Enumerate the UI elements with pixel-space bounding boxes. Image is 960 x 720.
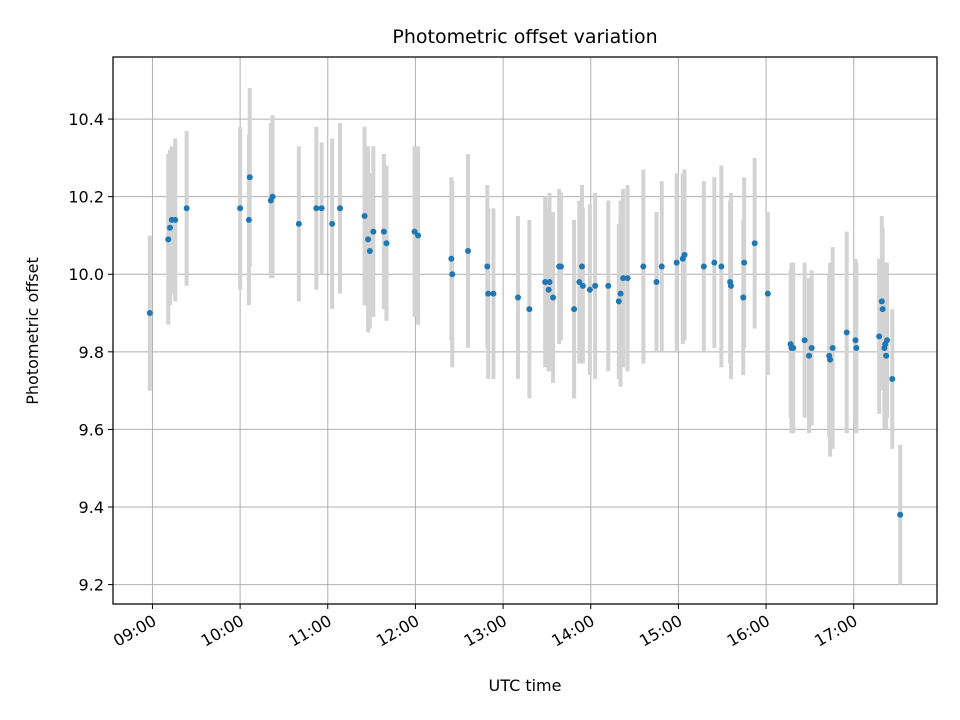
data-point [576,279,583,286]
data-point [876,333,883,340]
data-point [448,255,455,262]
y-tick-label: 9.4 [79,498,104,517]
data-point [592,282,599,289]
data-point [806,352,813,359]
data-point [579,282,586,289]
data-point [586,286,593,293]
data-point [245,216,252,223]
data-point [295,220,302,227]
data-point [741,259,748,266]
data-point [790,344,797,351]
data-point [146,310,153,317]
data-point [485,290,492,297]
y-tick-label: 10.0 [68,265,104,284]
y-tick-label: 10.4 [68,110,104,129]
data-point [640,263,647,270]
data-point [711,259,718,266]
data-point [829,344,836,351]
data-point [808,344,815,351]
data-point [546,279,553,286]
data-point [383,240,390,247]
data-point [883,352,890,359]
data-point [557,263,564,270]
data-point [165,236,172,243]
y-tick-label: 9.2 [79,576,104,595]
data-point [751,240,758,247]
data-point [801,337,808,344]
y-tick-label: 9.6 [79,420,104,439]
data-point [718,263,725,270]
data-point [578,263,585,270]
data-point [617,290,624,297]
data-point [183,205,190,212]
data-point [728,282,734,289]
y-tick-label: 9.8 [79,343,104,362]
y-tick-label: 10.2 [68,188,104,207]
data-point [370,228,377,235]
data-point [605,282,612,289]
data-point [843,329,850,336]
data-point [237,205,244,212]
data-point [550,294,557,301]
data-point [884,337,891,344]
data-point [620,275,627,282]
data-point [624,275,631,282]
data-point [681,251,688,258]
data-point [490,290,497,297]
data-point [673,259,680,266]
data-point [879,306,886,313]
data-point [415,232,422,239]
data-point [172,216,179,223]
data-points [146,174,904,518]
data-point [571,306,578,313]
data-point [897,511,904,518]
data-point [313,205,320,212]
data-point [514,294,521,301]
data-point [411,228,418,235]
data-point [526,306,533,313]
data-point [361,213,368,220]
data-point [465,247,472,254]
y-axis-label: Photometric offset [23,257,42,405]
data-point [764,290,771,297]
data-point [318,205,325,212]
data-point [853,344,860,351]
data-point [246,174,253,181]
data-point [365,236,372,243]
plot-frame [112,56,938,605]
data-point [366,247,373,254]
data-point [615,298,622,305]
data-point [653,279,660,286]
data-point [449,271,456,278]
data-point [658,263,665,270]
data-point [380,228,387,235]
data-point [878,298,885,305]
data-point [337,205,344,212]
data-point [700,263,707,270]
data-point [329,220,336,227]
data-point [166,224,173,231]
chart-title: Photometric offset variation [392,26,657,48]
data-point [269,193,276,200]
data-point [484,263,491,270]
data-point [545,286,552,293]
data-point [889,375,896,382]
x-axis-label: UTC time [489,676,562,695]
data-point [542,279,549,286]
data-point [827,356,834,363]
data-point [852,337,859,344]
data-point [740,294,747,301]
